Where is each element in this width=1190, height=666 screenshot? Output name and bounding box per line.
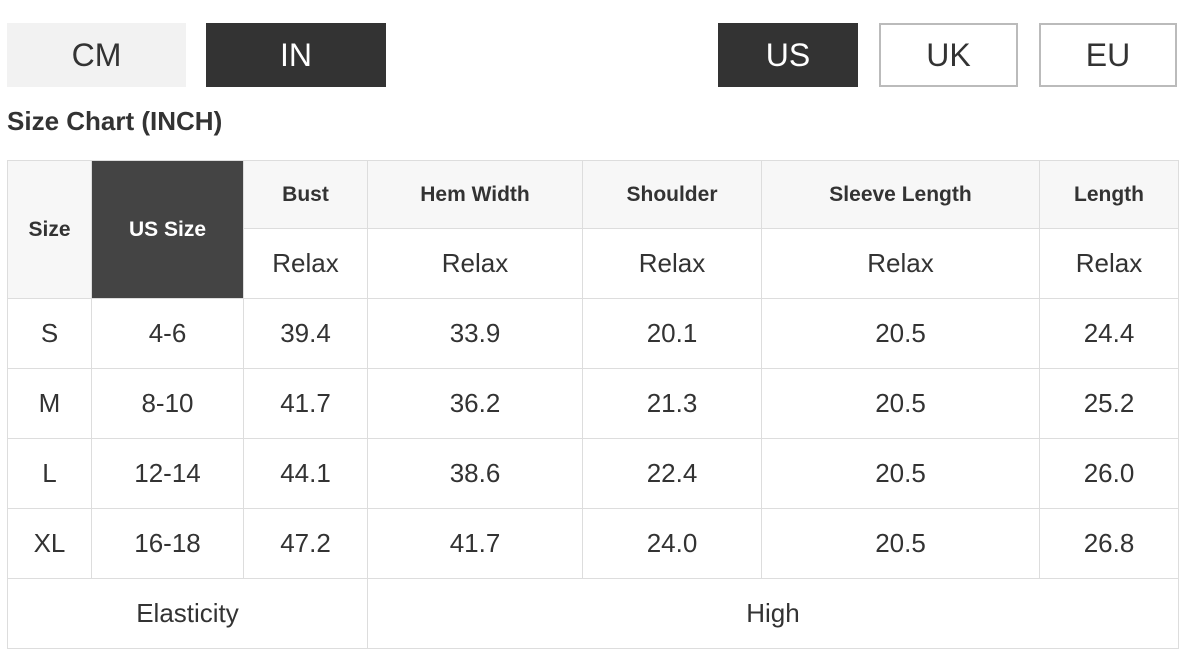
table-cell: 22.4 (582, 438, 762, 509)
table-row: XL 16-18 47.2 41.7 24.0 20.5 26.8 (7, 508, 1179, 579)
table-cell: 12-14 (91, 438, 244, 509)
region-button[interactable]: EU (1039, 23, 1177, 87)
header-cell: Shoulder (582, 160, 762, 229)
table-cell: 21.3 (582, 368, 762, 439)
table-row: Relax Relax Relax Relax Relax (8, 228, 1179, 299)
subheader-cell: Relax (761, 228, 1040, 299)
table-cell: 41.7 (243, 368, 368, 439)
header-cell: Length (1039, 160, 1179, 229)
subheader-cell: Relax (367, 228, 583, 299)
header-cell: Sleeve Length (761, 160, 1040, 229)
table-cell: M (7, 368, 92, 439)
table-cell: 8-10 (91, 368, 244, 439)
table-row: Size US Size Bust Hem Width Shoulder Sleeve L… (7, 160, 1179, 299)
table-cell: 20.5 (761, 298, 1040, 369)
table-cell: L (7, 438, 92, 509)
table-cell: 36.2 (367, 368, 583, 439)
table-row: M 8-10 41.7 36.2 21.3 20.5 25.2 (7, 368, 1179, 439)
table-cell: 24.4 (1039, 298, 1179, 369)
table-cell: 39.4 (243, 298, 368, 369)
footer-value: High (367, 578, 1179, 649)
title: Size Chart (INCH) (7, 106, 223, 136)
header-cell: Hem Width (367, 160, 583, 229)
size-table: Size US Size Bust Hem Width Shoulder Sleeve L… (7, 160, 1179, 649)
table-cell: 20.5 (761, 508, 1040, 579)
subheader-cell: Relax (582, 228, 762, 299)
table-cell: S (7, 298, 92, 369)
table-cell: 26.8 (1039, 508, 1179, 579)
region-button[interactable]: US (718, 23, 858, 87)
table-cell: 44.1 (243, 438, 368, 509)
table-cell: 38.6 (367, 438, 583, 509)
table-row: Elasticity High (7, 578, 1179, 649)
table-row: S 4-6 39.4 33.9 20.1 20.5 24.4 (7, 298, 1179, 369)
table-row: L 12-14 44.1 38.6 22.4 20.5 26.0 (7, 438, 1179, 509)
table-cell: 24.0 (582, 508, 762, 579)
table-cell: 25.2 (1039, 368, 1179, 439)
table-cell: 20.1 (582, 298, 762, 369)
table-cell: 47.2 (243, 508, 368, 579)
table-cell: 20.5 (761, 438, 1040, 509)
unit-button[interactable]: IN (206, 23, 386, 87)
table-cell: 20.5 (761, 368, 1040, 439)
header-cell: Bust (243, 160, 368, 229)
footer-label: Elasticity (7, 578, 368, 649)
header-cell: Size (7, 160, 92, 299)
table-cell: 4-6 (91, 298, 244, 369)
table-cell: 41.7 (367, 508, 583, 579)
table-cell: XL (7, 508, 92, 579)
header-cell: US Size (91, 160, 244, 299)
subheader-cell: Relax (243, 228, 368, 299)
table-cell: 16-18 (91, 508, 244, 579)
region-button[interactable]: UK (879, 23, 1018, 87)
unit-button[interactable]: CM (7, 23, 186, 87)
table-cell: 26.0 (1039, 438, 1179, 509)
subheader-cell: Relax (1039, 228, 1179, 299)
table-cell: 33.9 (367, 298, 583, 369)
